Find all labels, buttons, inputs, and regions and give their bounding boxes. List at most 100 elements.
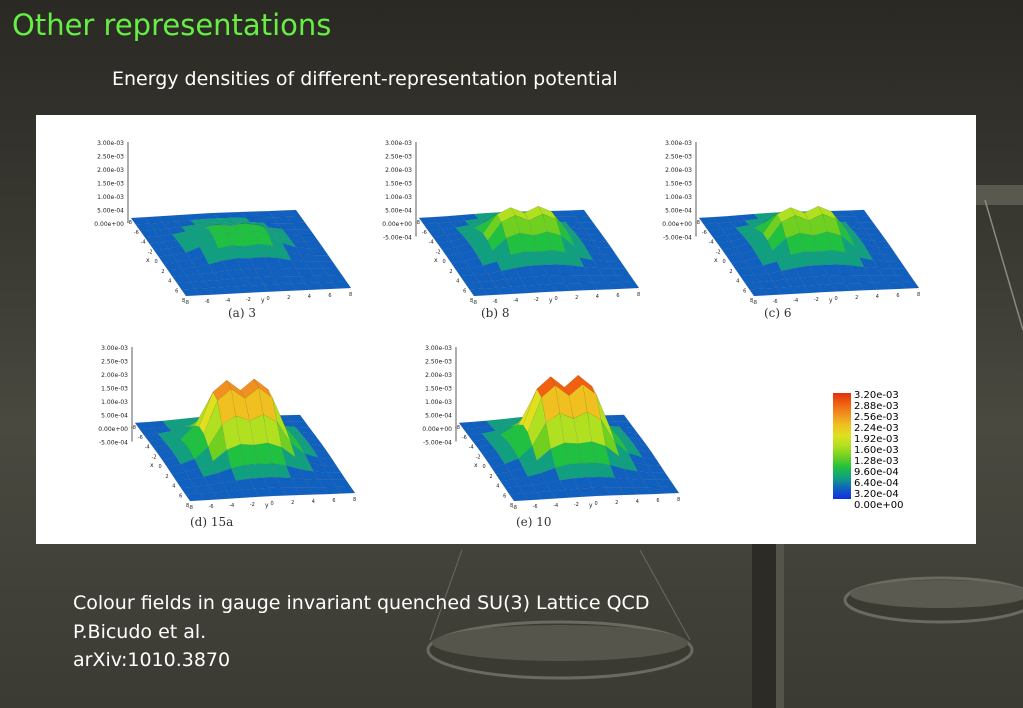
x-tick-label: -4 — [469, 445, 474, 451]
plot-panel-b: 3.00e-03 2.50e-03 2.00e-03 1.50e-03 1.00e-03… — [364, 130, 640, 330]
z-tick-label: -5.00e-04 — [663, 235, 692, 242]
z-tick-label: -5.00e-04 — [423, 440, 452, 447]
x-tick-label: -2 — [148, 249, 153, 255]
x-tick-label: 8 — [186, 503, 189, 509]
z-tick-label: 0.00e+00 — [94, 221, 124, 228]
y-tick-label: -4 — [225, 298, 230, 304]
y-tick-label: -4 — [553, 503, 558, 509]
y-tick-label: 2 — [287, 295, 290, 301]
x-tick-label: 4 — [496, 484, 499, 490]
z-tick-label: 2.00e-03 — [665, 167, 692, 174]
y-tick-label: 2 — [855, 295, 858, 301]
y-tick-label: 0 — [267, 296, 270, 302]
z-tick-label: 0.00e+00 — [422, 426, 452, 433]
x-axis-label: x — [434, 257, 438, 264]
z-tick-label: 1.00e-03 — [97, 194, 124, 201]
z-tick-label: 1.50e-03 — [97, 181, 124, 188]
y-tick-label: -4 — [513, 298, 518, 304]
y-tick-label: -2 — [250, 502, 255, 508]
y-tick-label: 0 — [555, 296, 558, 302]
plot-panel-c: 3.00e-03 2.50e-03 2.00e-03 1.50e-03 1.00e-03… — [644, 130, 920, 330]
z-tick-label: 3.00e-03 — [97, 140, 124, 147]
y-tick-label: 4 — [636, 499, 639, 505]
z-tick-label: 1.00e-03 — [385, 194, 412, 201]
colorbar-tick-label: 1.28e-03 — [854, 456, 899, 467]
surface-cell — [336, 486, 356, 494]
y-tick-label: 4 — [312, 499, 315, 505]
z-tick-label: 5.00e-04 — [97, 208, 124, 215]
colorbar-tick-label: 3.20e-04 — [854, 489, 899, 500]
x-axis-label: x — [146, 257, 150, 264]
colorbar-tick-label: 2.88e-03 — [854, 401, 899, 412]
y-tick-label: -6 — [209, 504, 214, 510]
z-tick-label: 2.50e-03 — [385, 154, 412, 161]
surface-plot: 3.00e-03 2.50e-03 2.00e-03 1.50e-03 1.00e-03… — [422, 345, 680, 511]
z-tick-label: 1.50e-03 — [385, 181, 412, 188]
y-tick-label: 8 — [917, 292, 920, 298]
z-tick-label: 2.50e-03 — [665, 154, 692, 161]
credit-line-2: P.Bicudo et al. — [73, 621, 207, 643]
y-tick-label: 6 — [896, 293, 899, 299]
y-tick-label: 4 — [308, 294, 311, 300]
y-tick-label: -2 — [574, 502, 579, 508]
panel-caption: (d) 15a — [190, 515, 234, 529]
y-tick-label: 2 — [291, 500, 294, 506]
z-tick-label: -5.00e-04 — [99, 440, 128, 447]
credit-line-3: arXiv:1010.3870 — [73, 649, 231, 671]
y-tick-label: -4 — [793, 298, 798, 304]
surface-cell — [900, 281, 920, 289]
y-tick-label: -8 — [472, 300, 477, 306]
z-tick-label: 3.00e-03 — [425, 345, 452, 352]
figure-panel-grid: 3.00e-03 2.50e-03 2.00e-03 1.50e-03 1.00e-03… — [36, 115, 976, 544]
y-tick-label: 8 — [349, 292, 352, 298]
x-tick-label: -8 — [127, 220, 132, 226]
z-tick-label: 0.00e+00 — [98, 426, 128, 433]
x-tick-label: -8 — [695, 220, 700, 226]
y-tick-label: 6 — [332, 498, 335, 504]
x-tick-label: 2 — [489, 474, 492, 480]
x-tick-label: 6 — [503, 493, 506, 499]
z-tick-label: 5.00e-04 — [101, 413, 128, 420]
y-tick-label: 6 — [616, 293, 619, 299]
z-tick-label: 2.00e-03 — [97, 167, 124, 174]
x-tick-label: -4 — [141, 240, 146, 246]
x-tick-label: 0 — [723, 259, 726, 265]
slide-subtitle: Energy densities of different-representa… — [112, 68, 618, 90]
y-tick-label: 0 — [271, 501, 274, 507]
x-tick-label: 8 — [470, 298, 473, 304]
x-tick-label: -6 — [702, 230, 707, 236]
z-tick-label: 1.50e-03 — [425, 386, 452, 393]
z-tick-label: 1.50e-03 — [101, 386, 128, 393]
y-tick-label: -8 — [512, 505, 517, 511]
y-axis-label: y — [265, 502, 269, 509]
x-tick-label: -6 — [134, 230, 139, 236]
y-tick-label: 6 — [656, 498, 659, 504]
x-tick-label: -6 — [462, 435, 467, 441]
plot-panel-a: 3.00e-03 2.50e-03 2.00e-03 1.50e-03 1.00e-03… — [76, 130, 352, 330]
colorbar-tick-label: 6.40e-04 — [854, 478, 899, 489]
x-tick-label: -4 — [145, 445, 150, 451]
colorbar-tick-label: 1.60e-03 — [854, 445, 899, 456]
x-tick-label: 8 — [182, 298, 185, 304]
y-tick-label: -2 — [814, 297, 819, 303]
colorbar-tick-label: 2.56e-03 — [854, 412, 899, 423]
x-tick-label: 2 — [161, 269, 164, 275]
x-axis-label: x — [474, 462, 478, 469]
x-tick-label: -2 — [152, 454, 157, 460]
x-tick-label: 8 — [750, 298, 753, 304]
colorbar-tick-label: 3.20e-03 — [854, 390, 899, 401]
x-tick-label: -6 — [422, 230, 427, 236]
z-tick-label: 1.00e-03 — [665, 194, 692, 201]
colorbar-tick-label: 1.92e-03 — [854, 434, 899, 445]
y-tick-label: 6 — [328, 293, 331, 299]
surface-plot: 3.00e-03 2.50e-03 2.00e-03 1.50e-03 1.00e-03… — [382, 140, 640, 306]
y-tick-label: 4 — [876, 294, 879, 300]
x-tick-label: 0 — [159, 464, 162, 470]
x-tick-label: 0 — [155, 259, 158, 265]
colorbar-gradient — [833, 393, 851, 499]
y-tick-label: 0 — [835, 296, 838, 302]
z-tick-label: 5.00e-04 — [385, 208, 412, 215]
colorbar-tick-label: 0.00e+00 — [854, 500, 904, 511]
x-tick-label: 2 — [165, 474, 168, 480]
y-tick-label: -6 — [773, 299, 778, 305]
